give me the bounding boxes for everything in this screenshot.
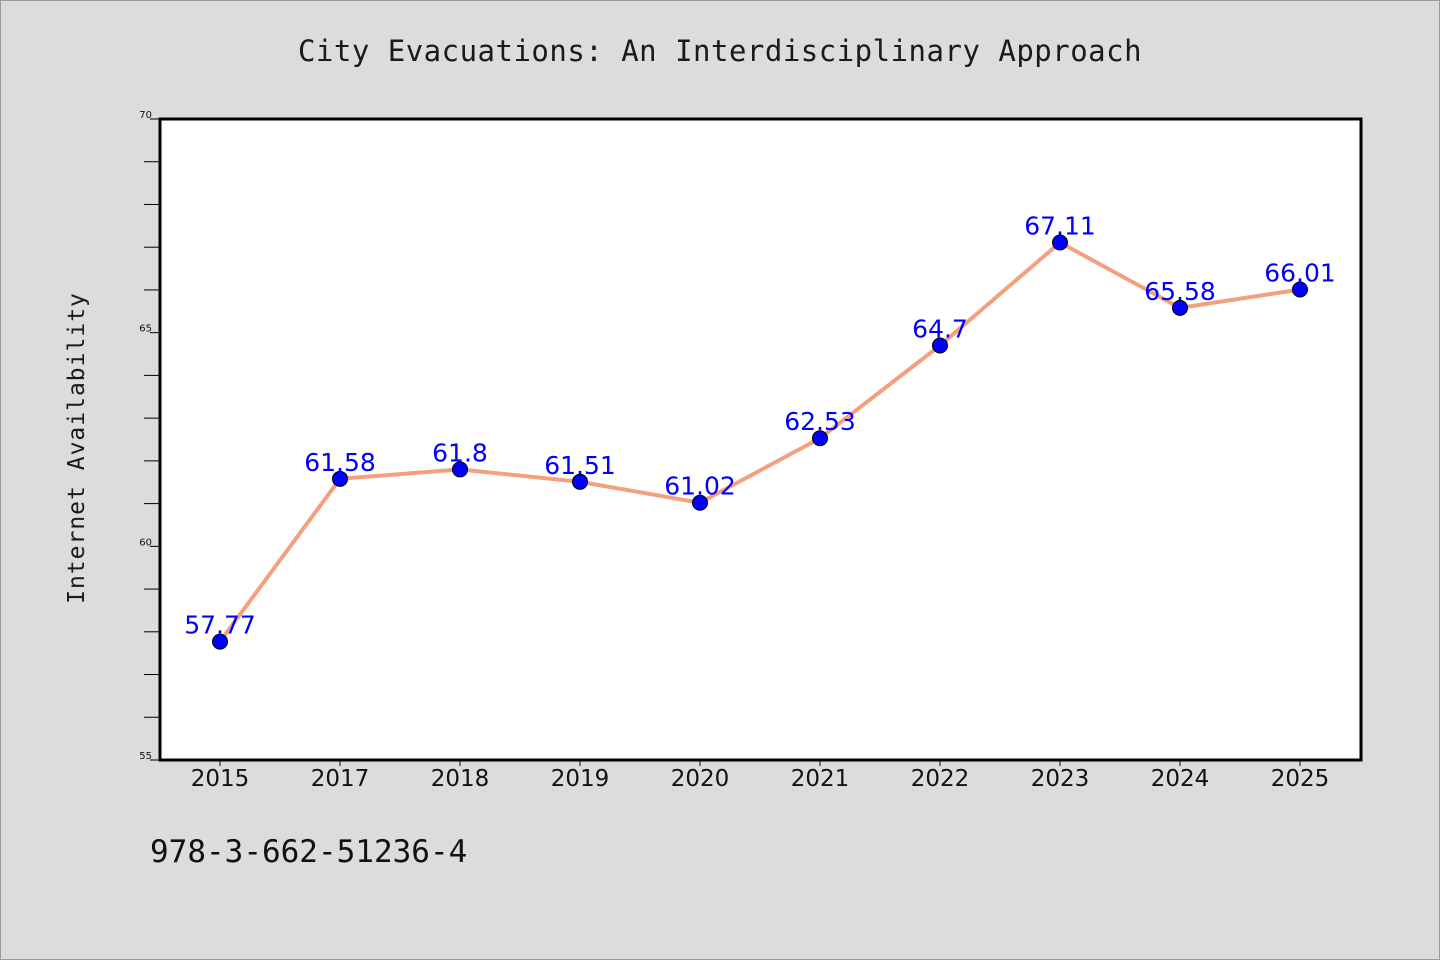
y-axis: 55 60 65 70 [139, 110, 160, 762]
data-label: 61.02 [664, 472, 736, 501]
y-tick-label: 60 [139, 537, 152, 548]
x-tick-label: 2020 [671, 766, 730, 792]
x-tick-label: 2022 [911, 766, 970, 792]
x-tick-label: 2019 [551, 766, 610, 792]
x-tick-label: 2017 [311, 766, 370, 792]
data-label: 57.77 [184, 611, 256, 640]
chart-title: City Evacuations: An Interdisciplinary A… [297, 34, 1143, 68]
x-tick-label: 2024 [1151, 766, 1210, 792]
y-tick-label: 70 [139, 110, 152, 121]
data-label: 65.58 [1144, 277, 1216, 306]
plot-area [158, 117, 1363, 762]
y-tick-label: 65 [139, 324, 152, 335]
data-point [1052, 234, 1068, 251]
data-point [452, 461, 468, 478]
data-point [212, 633, 228, 650]
x-tick-label: 2015 [191, 766, 250, 792]
data-point [692, 494, 708, 511]
data-point [1172, 299, 1188, 316]
data-label: 66.01 [1264, 259, 1336, 288]
data-point [932, 337, 948, 354]
data-labels: 57.77 61.58 61.8 61.51 61.02 62.53 64.7 67.11 65… [184, 211, 1336, 639]
data-label: 61.8 [432, 438, 488, 467]
x-tick-label: 2018 [431, 766, 490, 792]
x-tick-label: 2021 [791, 766, 850, 792]
data-label: 67.11 [1024, 211, 1096, 240]
data-point [332, 470, 348, 487]
data-point [1292, 281, 1308, 298]
data-label: 62.53 [784, 407, 856, 436]
data-label: 61.58 [304, 448, 376, 477]
data-point [812, 430, 828, 447]
series-line [218, 240, 1302, 644]
data-label: 61.51 [544, 451, 616, 480]
x-axis: 2015 2017 2018 2019 2020 2021 2022 2023 2024 2025 [191, 760, 1330, 792]
series-markers [212, 234, 1308, 650]
isbn-note: 978-3-662-51236-4 [150, 834, 468, 870]
y-tick-label: 55 [139, 751, 152, 762]
x-tick-label: 2023 [1031, 766, 1090, 792]
x-tick-label: 2025 [1271, 766, 1330, 792]
data-label: 64.7 [912, 314, 968, 343]
data-point [572, 473, 588, 490]
